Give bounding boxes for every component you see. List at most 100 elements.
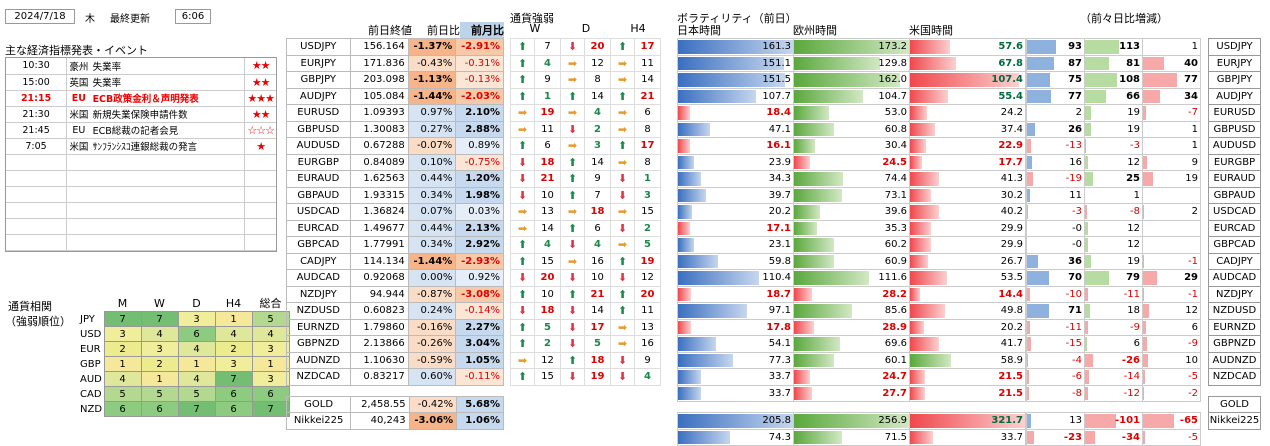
change-cell: -7 bbox=[1142, 104, 1201, 122]
price-row: GBPNZD 2.13866 -0.26% 3.04% bbox=[286, 335, 504, 353]
price-close: 171.836 bbox=[349, 54, 409, 72]
change-cell: 1 bbox=[1142, 120, 1201, 138]
volatility-row: 33.7 27.7 21.5 bbox=[677, 384, 1026, 402]
change-value: 2 bbox=[1075, 107, 1082, 119]
vol-eu: 60.1 bbox=[793, 351, 910, 369]
volatility-panel: 日本時間 欧州時間 米国時間 161.3 173.2 57.6 151.1 129.8 6… bbox=[677, 22, 1201, 446]
event-row: 21:15 EU ECB政策金利＆声明発表 ★★★ bbox=[6, 90, 276, 107]
volatility-bar bbox=[794, 221, 817, 235]
price-pair: GBPJPY bbox=[286, 71, 351, 89]
change-cell: 81 bbox=[1084, 54, 1143, 72]
price-close: 0.60823 bbox=[349, 302, 409, 320]
change-bar bbox=[1143, 271, 1157, 285]
ranking-currency: JPY bbox=[80, 313, 95, 325]
volatility-bar bbox=[910, 320, 924, 334]
strength-rank: 5 bbox=[534, 318, 561, 336]
price-pair: AUDJPY bbox=[286, 87, 351, 105]
strength-rank: 1 bbox=[534, 87, 561, 105]
change-cell: 19 bbox=[1084, 120, 1143, 138]
event-row bbox=[6, 234, 276, 251]
volatility-bar bbox=[910, 139, 927, 153]
vol-jp: 16.1 bbox=[677, 137, 794, 155]
arrow-up-icon: ⬆ bbox=[510, 87, 535, 105]
right-pair-row: AUDNZD bbox=[1208, 351, 1261, 369]
strength-rank: 14 bbox=[634, 71, 661, 89]
strength-rank: 13 bbox=[534, 203, 561, 221]
strength-rank: 20 bbox=[584, 38, 611, 56]
price-day-change: -0.87% bbox=[407, 285, 457, 303]
event-row: 10:30 豪州 失業率 ★★ bbox=[6, 58, 276, 75]
strength-row: ⬆ 1 ⬆ 14 ⬆ 21 bbox=[510, 87, 661, 105]
vol-jp: 33.7 bbox=[677, 384, 794, 402]
vol-eu: 162.0 bbox=[793, 71, 910, 89]
vol-jp: 18.7 bbox=[677, 285, 794, 303]
arrow-up-icon: ⬆ bbox=[510, 335, 535, 353]
change-cell: -8 bbox=[1084, 203, 1143, 221]
event-name: ｻﾝﾌﾗﾝｼｽｺ連銀総裁の発言 bbox=[90, 138, 246, 155]
change-cell: 87 bbox=[1026, 54, 1085, 72]
change-cell: 9 bbox=[1142, 153, 1201, 171]
ranking-header: 総合 bbox=[259, 297, 282, 310]
ranking-cell: 3 bbox=[214, 356, 253, 372]
vol-eu: 53.0 bbox=[793, 104, 910, 122]
volatility-value: 161.3 bbox=[762, 41, 791, 53]
change-bar bbox=[1027, 320, 1031, 334]
volatility-bar bbox=[910, 155, 922, 169]
vol-eu: 173.2 bbox=[793, 38, 910, 56]
volatility-value: 110.4 bbox=[762, 272, 791, 284]
change-value: 34 bbox=[1184, 90, 1198, 102]
ranking-cell: 3 bbox=[251, 341, 290, 357]
event-stars: ☆☆☆ bbox=[244, 122, 276, 139]
strength-rank: 5 bbox=[584, 335, 611, 353]
ranking-row: NZD 6 6 7 6 7 bbox=[80, 401, 290, 417]
volatility-value: 18.7 bbox=[766, 288, 791, 300]
right-pair-label: AUDJPY bbox=[1208, 87, 1261, 105]
event-stars bbox=[244, 202, 276, 219]
volatility-row: 54.1 69.6 41.7 bbox=[677, 335, 1026, 353]
strength-rank: 11 bbox=[534, 120, 561, 138]
volatility-bar bbox=[794, 56, 881, 70]
right-pair-label: AUDCAD bbox=[1208, 269, 1261, 287]
change-value: 10 bbox=[1185, 354, 1198, 366]
change-bar bbox=[1085, 254, 1091, 268]
volatility-value: 74.4 bbox=[884, 173, 907, 185]
vol-jp: 161.3 bbox=[677, 38, 794, 56]
ranking-cell: 2 bbox=[214, 341, 253, 357]
change-value: 19 bbox=[1127, 107, 1140, 119]
change-cell: 75 bbox=[1026, 71, 1085, 89]
strength-rank: 9 bbox=[584, 170, 611, 188]
price-close: 94.944 bbox=[349, 285, 409, 303]
volatility-value: 17.8 bbox=[766, 321, 791, 333]
vol-us: 55.4 bbox=[909, 87, 1026, 105]
strength-rank: 21 bbox=[584, 285, 611, 303]
strength-table: ⬆ 7 ⬇ 20 ⬆ 17 ⬆ 4 ➡ 12 ➡ 11 ⬆ 9 ➡ 8 ➡ 14 ⬆ 1 ⬆ 14 ⬆ 21 ➡ 19 ➡ 4 ➡ 6 ➡ 1… bbox=[510, 38, 661, 386]
change-cell: 113 bbox=[1084, 38, 1143, 56]
volatility-value: 60.1 bbox=[884, 354, 907, 366]
event-stars: ★★ bbox=[244, 58, 276, 75]
change-value: 79 bbox=[1126, 272, 1140, 284]
price-day-change: 0.00% bbox=[407, 269, 457, 287]
volatility-bar bbox=[910, 73, 1020, 87]
ranking-cell: 1 bbox=[251, 356, 290, 372]
vol-eu: 39.6 bbox=[793, 203, 910, 221]
ranking-subtitle: （強弱順位） bbox=[5, 315, 71, 328]
volatility-value: 97.1 bbox=[768, 305, 791, 317]
event-time bbox=[6, 154, 68, 171]
change-bar bbox=[1027, 89, 1051, 103]
strength-rank: 14 bbox=[584, 302, 611, 320]
volatility-bar bbox=[678, 430, 730, 444]
right-pair-row: GBPJPY bbox=[1208, 71, 1261, 89]
vol-eu: 256.9 bbox=[793, 412, 910, 430]
arrow-side-icon: ➡ bbox=[510, 219, 535, 237]
change-value: 1 bbox=[1133, 189, 1140, 201]
change-bar bbox=[1143, 254, 1144, 268]
price-day-change: -1.44% bbox=[407, 252, 457, 270]
change-row: -3 -8 2 bbox=[1026, 203, 1201, 221]
right-pair-row: NZDUSD bbox=[1208, 302, 1261, 320]
price-day-change: 0.44% bbox=[407, 219, 457, 237]
change-row: 2 19 -7 bbox=[1026, 104, 1201, 122]
price-month-change: 0.03% bbox=[455, 203, 504, 221]
arrow-side-icon: ➡ bbox=[510, 104, 535, 122]
price-row: AUDUSD 0.67288 -0.07% 0.89% bbox=[286, 137, 504, 155]
volatility-bar bbox=[910, 188, 931, 202]
